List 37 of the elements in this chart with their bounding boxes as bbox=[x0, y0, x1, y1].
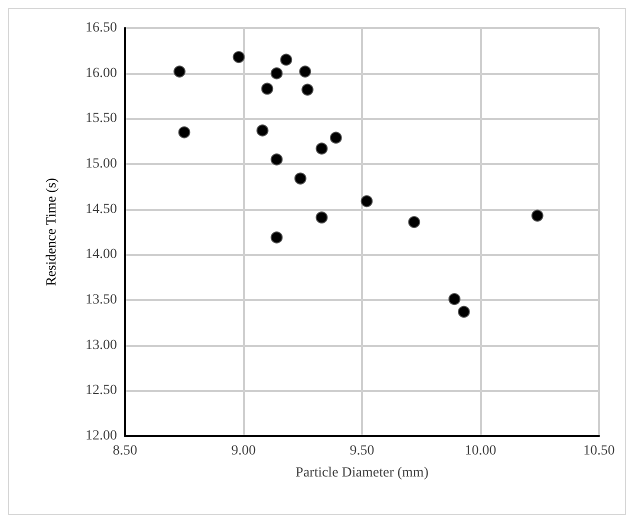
x-tick-label: 10.50 bbox=[583, 444, 615, 458]
y-tick-label: 13.50 bbox=[86, 292, 117, 308]
point bbox=[316, 211, 328, 224]
y-tick-label: 15.50 bbox=[86, 111, 117, 126]
point bbox=[280, 54, 292, 66]
point bbox=[178, 126, 190, 138]
point bbox=[299, 66, 312, 78]
point bbox=[330, 132, 342, 144]
point bbox=[270, 153, 283, 166]
x-axis-title: Particle Diameter (mm) bbox=[296, 466, 429, 480]
point bbox=[294, 172, 306, 185]
x-tick-label: 8.50 bbox=[112, 444, 138, 458]
y-tick-label: 14.50 bbox=[86, 202, 117, 217]
y-tick-label: 16.00 bbox=[86, 66, 117, 81]
point bbox=[256, 124, 268, 136]
y-tick-label: 12.50 bbox=[86, 383, 117, 398]
point bbox=[316, 142, 328, 155]
point bbox=[531, 210, 544, 222]
point bbox=[232, 51, 245, 64]
point bbox=[261, 82, 274, 95]
y-tick-label: 13.00 bbox=[86, 338, 117, 353]
point bbox=[174, 66, 186, 78]
point bbox=[448, 293, 460, 306]
x-tick-label: 10.00 bbox=[464, 444, 496, 458]
y-tick-label: 12.00 bbox=[86, 428, 117, 444]
point bbox=[270, 67, 283, 80]
y-tick-label: 14.00 bbox=[86, 247, 117, 262]
y-axis-title: Residence Time (s) bbox=[44, 178, 60, 286]
point bbox=[302, 84, 314, 96]
y-tick-label: 16.50 bbox=[86, 20, 117, 36]
point bbox=[458, 306, 470, 318]
point bbox=[360, 195, 373, 208]
x-tick-label: 9.50 bbox=[350, 444, 374, 458]
x-tick-label: 9.00 bbox=[231, 444, 256, 458]
point bbox=[408, 216, 420, 228]
y-tick-label: 15.00 bbox=[86, 156, 117, 172]
point bbox=[270, 231, 283, 244]
